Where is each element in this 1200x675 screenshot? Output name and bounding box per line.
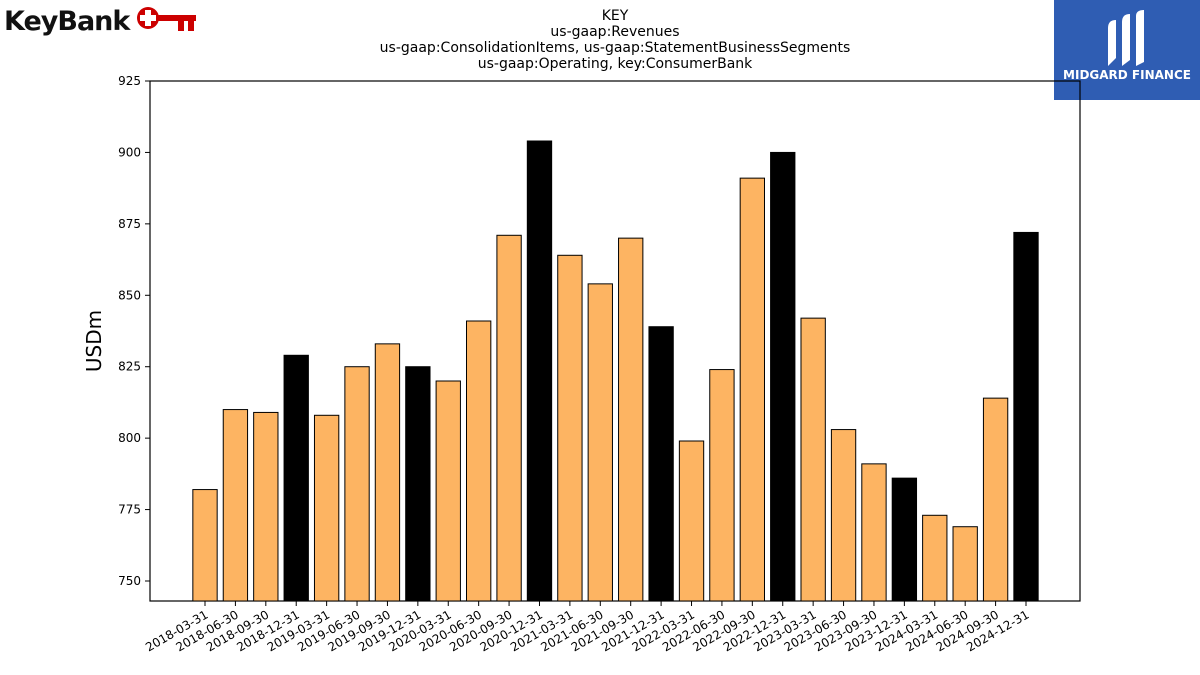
chart-title: KEYus-gaap:Revenuesus-gaap:Consolidation… [380, 8, 851, 72]
y-tick-label-1: 775 [118, 503, 141, 517]
chart-title-line-2: us-gaap:ConsolidationItems, us-gaap:Stat… [380, 40, 851, 56]
y-tick-label-0: 750 [118, 574, 141, 588]
bar-2022-09-30 [739, 177, 765, 602]
key-icon [137, 7, 196, 31]
keybank-logo: KeyBank [4, 4, 200, 40]
midgard-mark-icon [1108, 10, 1144, 66]
bar-2021-03-31 [557, 254, 583, 602]
y-tick-label-7: 925 [118, 74, 141, 88]
bar-2022-12-31 [770, 151, 796, 602]
chart-title-line-3: us-gaap:Operating, key:ConsumerBank [478, 56, 753, 72]
bar-2021-12-31 [648, 326, 674, 602]
bar-2024-09-30 [982, 397, 1009, 602]
keybank-logo-text: KeyBank [4, 6, 130, 37]
bar-2018-09-30 [253, 411, 279, 602]
bar-2018-03-31 [192, 489, 218, 602]
x-axis: 2018-03-312018-06-302018-09-302018-12-31… [143, 601, 1032, 654]
bar-2023-03-31 [800, 317, 826, 602]
bar-2020-06-30 [466, 320, 492, 602]
bar-2021-06-30 [587, 283, 613, 602]
y-tick-label-2: 800 [118, 431, 141, 445]
bar-2022-03-31 [678, 440, 705, 602]
y-tick-label-3: 825 [118, 360, 141, 374]
midgard-finance-logo: MIDGARD FINANCE [1054, 0, 1200, 100]
bar-2019-03-31 [313, 414, 340, 602]
y-axis-label: USDm [82, 310, 106, 372]
y-axis: 750 775 800 825 850 875 900 925 [118, 74, 150, 588]
bar-2024-03-31 [922, 514, 948, 602]
bar-2019-12-31 [405, 366, 431, 602]
bar-2018-06-30 [222, 409, 249, 602]
y-tick-label-5: 875 [118, 217, 141, 231]
bar-2023-12-31 [891, 477, 918, 602]
bar-2020-03-31 [435, 380, 461, 602]
bar-2021-09-30 [618, 237, 644, 602]
bar-2019-06-30 [344, 366, 370, 602]
bar-2019-09-30 [374, 343, 401, 602]
bar-2022-06-30 [709, 369, 735, 602]
bar-2020-12-31 [526, 140, 553, 602]
plot-frame [149, 80, 1081, 602]
chart-title-line-1: us-gaap:Revenues [550, 24, 679, 40]
y-tick-label-6: 900 [118, 145, 141, 159]
bar-2018-12-31 [283, 354, 309, 602]
midgard-logo-text: MIDGARD FINANCE [1063, 68, 1191, 82]
chart-title-line-0: KEY [602, 8, 629, 24]
bar-2024-06-30 [952, 526, 978, 602]
bar-2023-09-30 [861, 463, 887, 602]
bar-2020-09-30 [496, 234, 522, 602]
bar-2023-06-30 [830, 429, 857, 602]
bar-2024-12-31 [1013, 231, 1039, 602]
y-tick-label-4: 850 [118, 288, 141, 302]
bars [192, 140, 1039, 602]
